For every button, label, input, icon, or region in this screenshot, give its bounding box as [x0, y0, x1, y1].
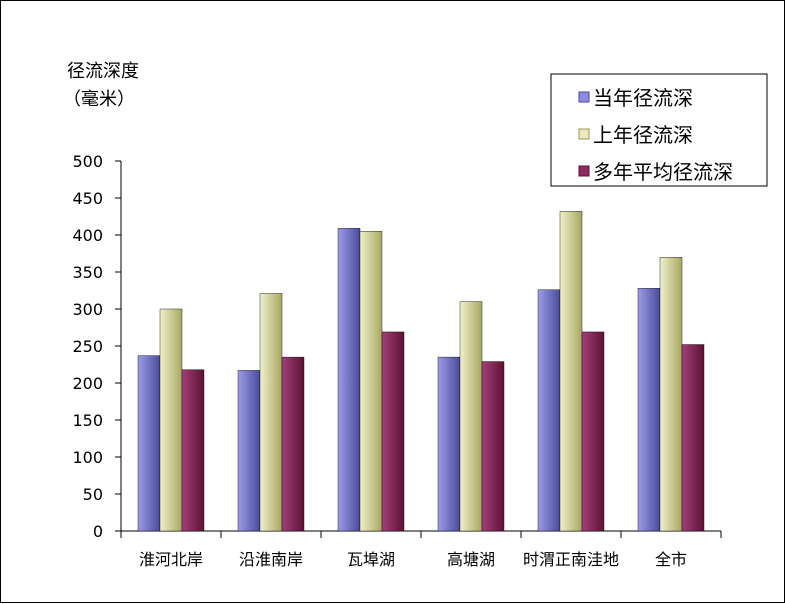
bar-1-2	[237, 370, 261, 532]
bars-layer	[137, 211, 705, 532]
axes-layer	[120, 161, 722, 538]
y-tick-label-50: 50	[83, 485, 103, 504]
legend-series-3-label: 多年平均径流深	[593, 160, 733, 184]
bar-2-3	[359, 231, 383, 532]
bar-2-4	[459, 301, 483, 532]
bar-2-6	[659, 257, 683, 532]
x-category-label-5: 时渭正南洼地	[523, 550, 619, 569]
bar-3-5	[581, 331, 605, 532]
bar-3-6	[681, 344, 705, 532]
y-tick-label-350: 350	[72, 263, 103, 282]
bar-2-2	[259, 293, 283, 532]
bar-3-3	[381, 331, 405, 532]
y-tick-label-150: 150	[72, 411, 103, 430]
x-category-label-1: 淮河北岸	[139, 550, 203, 569]
y-tick-label-450: 450	[72, 189, 103, 208]
y-tick-label-200: 200	[72, 374, 103, 393]
legend-series-1-swatch	[578, 91, 590, 103]
bar-3-1	[181, 369, 205, 532]
x-labels-layer: 淮河北岸 沿淮南岸 瓦埠湖 高塘湖 时渭正南洼地 全市	[139, 550, 687, 569]
bar-2-1	[159, 308, 183, 532]
bar-1-5	[537, 289, 561, 532]
bar-1-1	[137, 355, 161, 532]
legend-series-1-label: 当年径流深	[593, 86, 693, 110]
y-tick-label-100: 100	[72, 448, 103, 467]
bar-3-2	[281, 356, 305, 532]
x-category-label-6: 全市	[655, 550, 687, 569]
bar-3-4	[481, 361, 505, 532]
y-tick-label-500: 500	[72, 152, 103, 171]
legend-series-2-label: 上年径流深	[593, 123, 693, 147]
y-axis-unit: （毫米）	[63, 89, 135, 110]
legend-series-3-swatch	[578, 165, 590, 177]
x-category-label-3: 瓦埠湖	[347, 550, 395, 569]
bar-2-5	[559, 211, 583, 532]
y-tick-label-250: 250	[72, 337, 103, 356]
legend: 当年径流深 上年径流深 多年平均径流深	[550, 73, 768, 187]
bar-1-4	[437, 356, 461, 532]
y-tick-label-300: 300	[72, 300, 103, 319]
x-category-label-2: 沿淮南岸	[239, 550, 303, 569]
y-tick-label-400: 400	[72, 226, 103, 245]
x-category-label-4: 高塘湖	[447, 550, 495, 569]
y-tick-label-0: 0	[93, 522, 103, 541]
bar-1-3	[337, 228, 361, 532]
bar-1-6	[637, 288, 661, 532]
y-axis-label: 径流深度	[67, 61, 139, 82]
y-ticks-layer: 0 50 100 150 200 250 300 350 400 450 500	[72, 152, 121, 541]
legend-series-2-swatch	[578, 128, 590, 140]
